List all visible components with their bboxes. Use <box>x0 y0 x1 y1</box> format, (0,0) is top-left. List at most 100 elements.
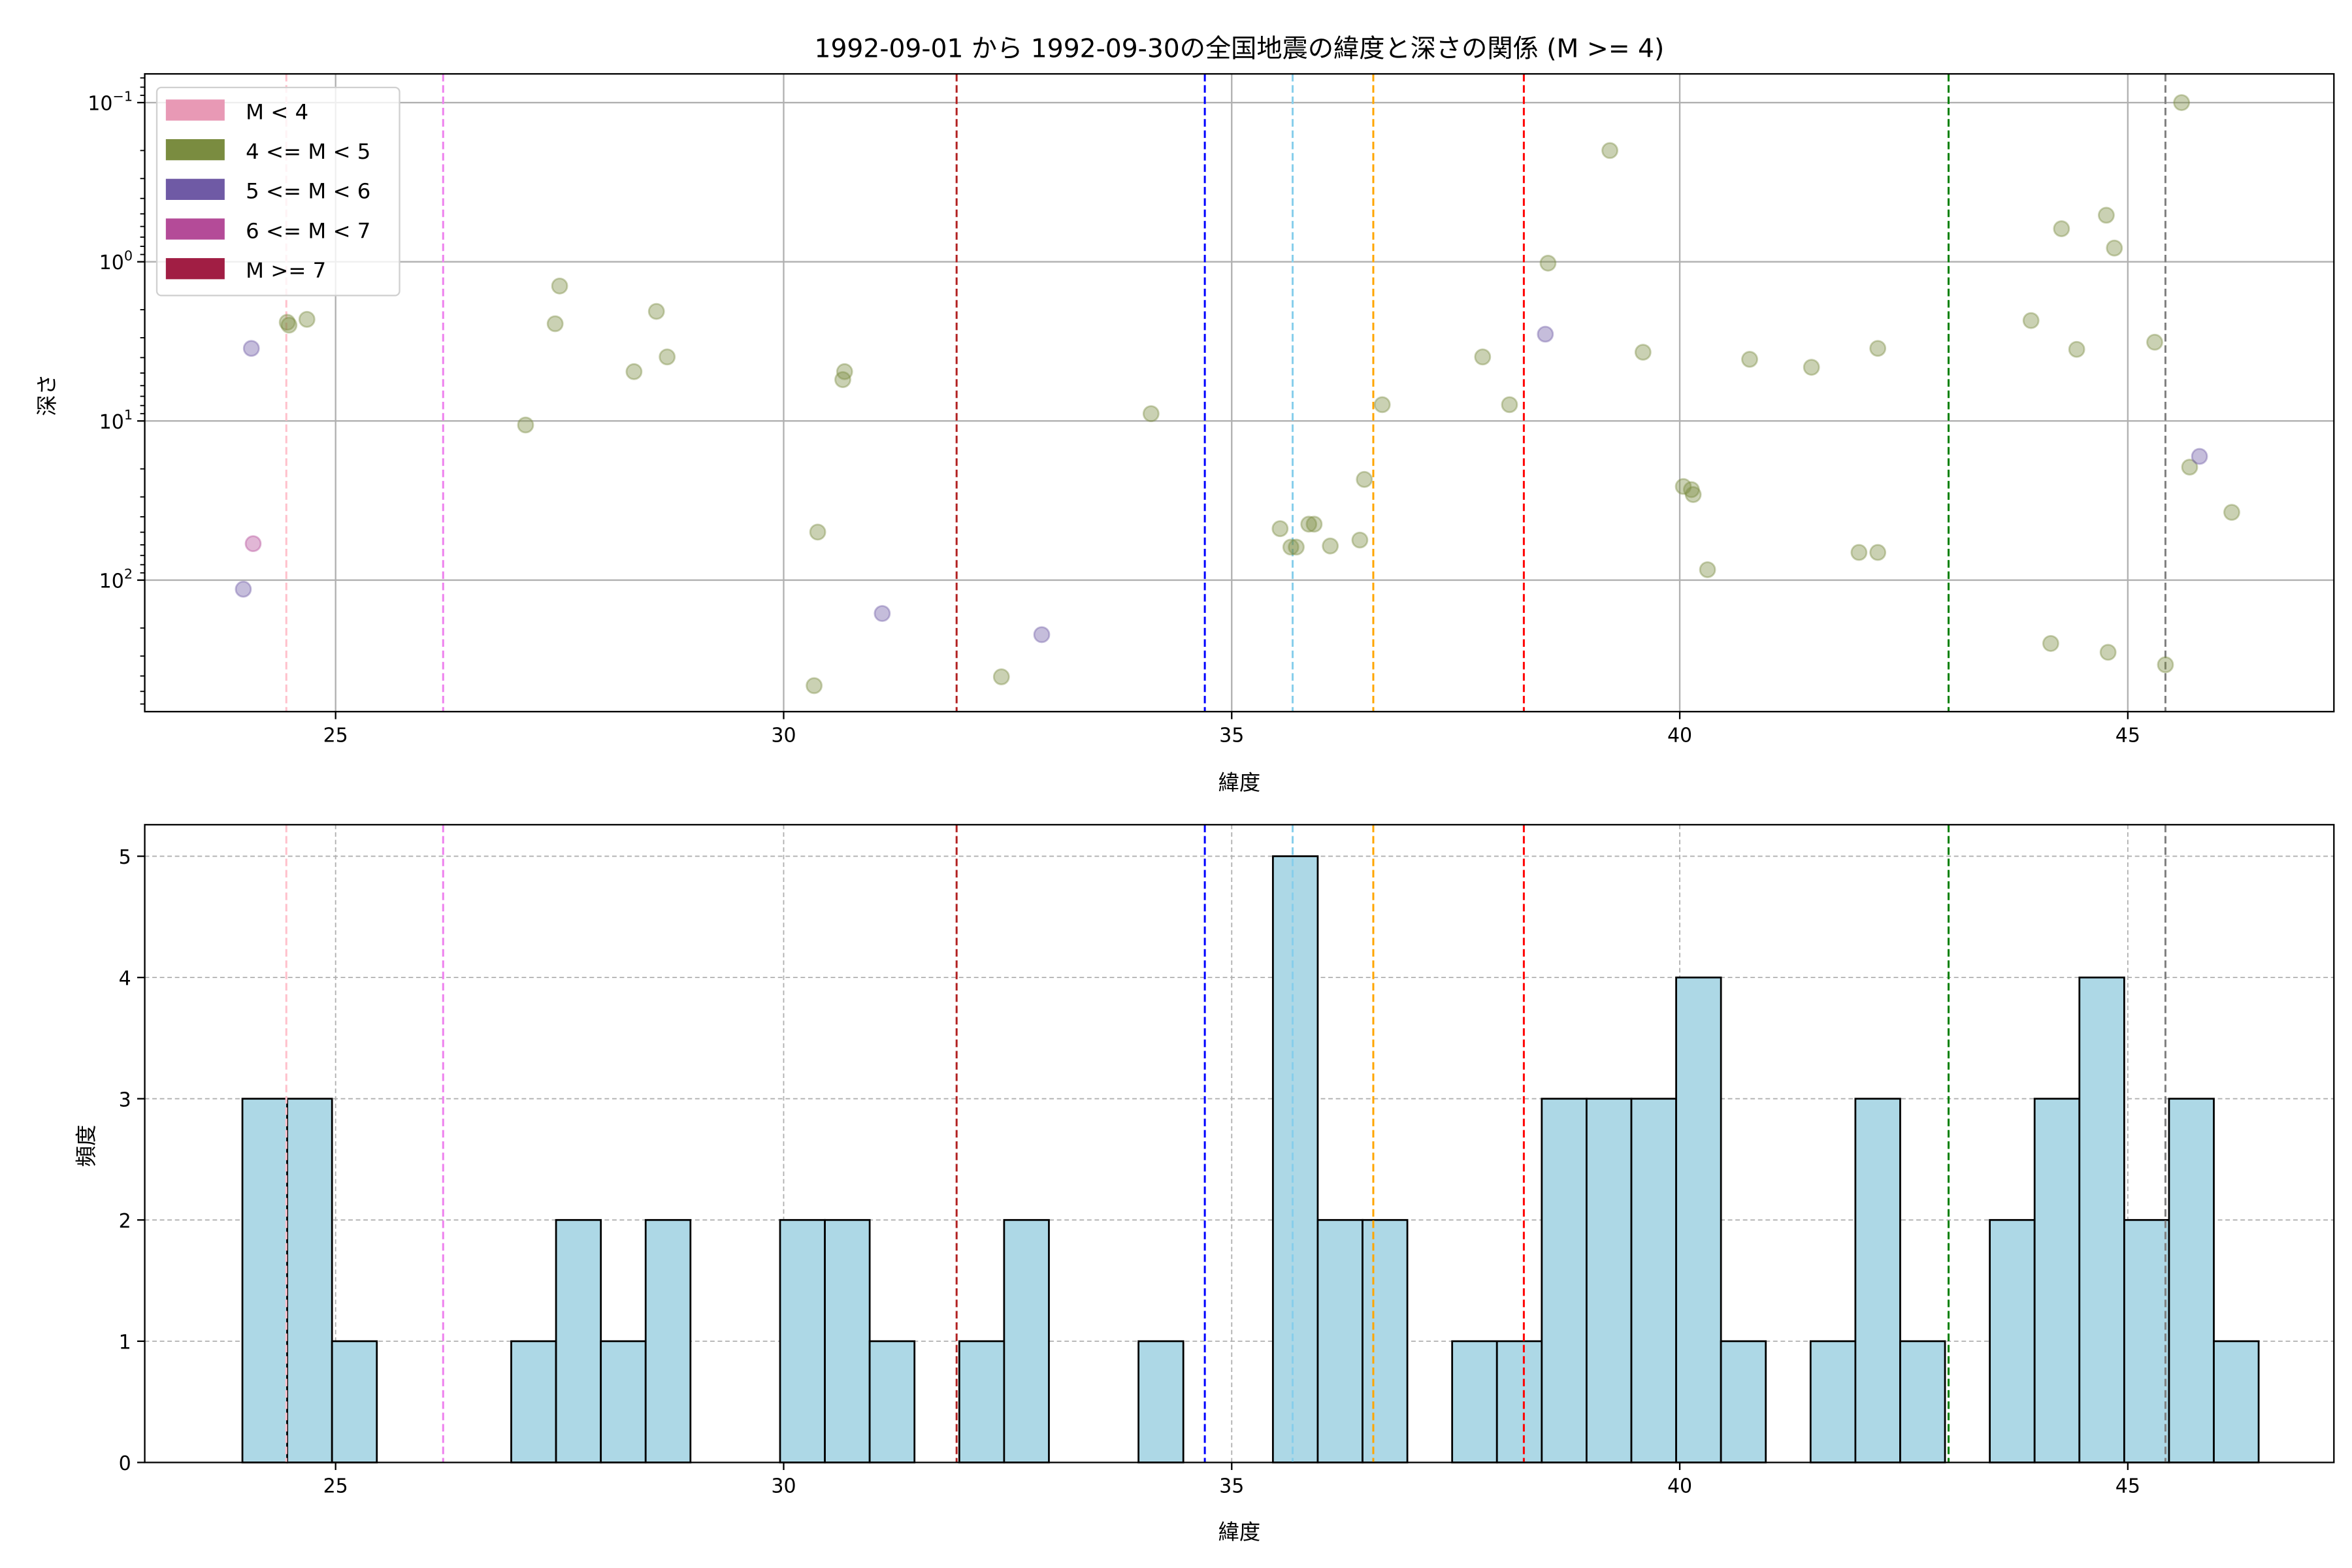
data-point <box>1682 481 1700 498</box>
data-point <box>278 314 296 331</box>
data-point <box>1373 396 1391 414</box>
legend-label: 6 <= M < 7 <box>246 218 370 243</box>
data-point <box>1741 351 1758 368</box>
x-tick-label: 25 <box>323 1475 348 1498</box>
histogram-bar <box>868 1340 916 1463</box>
data-point <box>1305 515 1323 533</box>
data-point <box>1803 359 1820 376</box>
data-point <box>1674 478 1692 495</box>
histogram-bar <box>555 1218 602 1463</box>
legend-label: M >= 7 <box>246 258 326 283</box>
data-point <box>298 310 316 328</box>
legend-swatch <box>165 139 225 161</box>
y-tick-label: 102 <box>99 566 133 593</box>
histogram-bar <box>1675 976 1722 1463</box>
y-tick-label: 2 <box>119 1210 131 1233</box>
y-tick-label: 4 <box>119 968 131 990</box>
data-point <box>1601 142 1618 159</box>
histogram-bar <box>1899 1340 1946 1463</box>
histogram-bar <box>779 1218 826 1463</box>
data-point <box>2181 459 2198 476</box>
histogram-xlabel: 緯度 <box>1218 1520 1261 1544</box>
data-point <box>551 277 568 295</box>
chart-title: 1992-09-01 から 1992-09-30の全国地震の緯度と深さの関係 (… <box>815 35 1665 64</box>
data-point <box>1537 325 1554 343</box>
histogram-bar <box>1809 1340 1857 1463</box>
legend-label: M < 4 <box>246 99 308 124</box>
data-point <box>242 340 260 357</box>
data-point <box>244 535 262 553</box>
data-point <box>2191 448 2208 465</box>
tick-exponent: 0 <box>124 248 133 263</box>
data-point <box>280 316 298 334</box>
data-point <box>1634 344 1652 361</box>
histogram-ylabel: 頻度 <box>74 1125 99 1168</box>
data-point <box>2053 220 2070 238</box>
data-point <box>1322 537 1339 555</box>
tick-exponent: 2 <box>124 566 133 582</box>
data-point <box>809 523 826 541</box>
data-point <box>1474 348 1492 366</box>
legend-swatch <box>165 178 225 200</box>
data-point <box>2157 656 2174 674</box>
x-tick-label: 30 <box>771 724 796 747</box>
plot-area <box>144 74 2334 712</box>
data-point <box>1850 544 1868 561</box>
data-point <box>836 363 853 380</box>
data-point <box>235 580 252 598</box>
histogram-bar <box>2078 976 2125 1463</box>
data-point <box>2022 312 2040 329</box>
data-point <box>1869 544 1887 561</box>
data-point <box>2042 634 2059 652</box>
x-tick-label: 25 <box>323 724 348 747</box>
histogram-bar <box>1720 1340 1767 1463</box>
x-tick-label: 30 <box>771 1475 796 1498</box>
data-point <box>1351 531 1369 549</box>
tick-base: 10 <box>99 252 124 274</box>
legend-swatch <box>165 258 225 280</box>
x-tick-label: 35 <box>1219 724 1244 747</box>
data-point <box>2068 340 2085 358</box>
x-tick-label: 40 <box>1667 724 1692 747</box>
legend: M < 4 4 <= M < 5 5 <= M < 6 6 <= M < 7 M >= … <box>155 86 400 297</box>
histogram-bar <box>510 1340 557 1463</box>
histogram-bar <box>331 1340 378 1463</box>
scatter-ylabel: 深さ <box>35 374 59 416</box>
y-tick-label: 101 <box>99 407 133 434</box>
histogram-bar <box>1316 1218 1364 1463</box>
data-point <box>874 605 891 622</box>
data-point <box>834 371 851 388</box>
y-tick-label: 3 <box>119 1088 131 1111</box>
tick-base: 10 <box>99 570 124 593</box>
histogram-bar <box>1003 1218 1050 1463</box>
x-tick-label: 40 <box>1667 1475 1692 1498</box>
histogram-bar <box>1271 855 1319 1463</box>
y-tick-label: 0 <box>119 1452 131 1475</box>
data-point <box>647 302 665 320</box>
data-point <box>1271 520 1289 538</box>
histogram-bar <box>958 1340 1005 1463</box>
histogram-bar <box>2123 1218 2170 1463</box>
tick-base: 10 <box>88 93 112 116</box>
histogram-bar <box>2033 1098 2081 1463</box>
tick-exponent: −1 <box>112 89 133 105</box>
y-tick-label: 1 <box>119 1331 131 1354</box>
data-point <box>2146 333 2163 351</box>
histogram-bar <box>644 1218 692 1463</box>
data-point <box>1539 254 1557 272</box>
tick-base: 10 <box>99 411 124 434</box>
data-point <box>1282 538 1299 556</box>
histogram-bar <box>1541 1098 1588 1463</box>
histogram-bar <box>1586 1098 1633 1463</box>
histogram-bar <box>1137 1340 1184 1463</box>
histogram-bar <box>1362 1218 1409 1463</box>
data-point <box>2099 644 2117 661</box>
scatter-xlabel: 緯度 <box>1218 770 1261 795</box>
data-point <box>1684 486 1702 503</box>
data-point <box>625 363 643 380</box>
data-point <box>2223 504 2240 521</box>
legend-label: 5 <= M < 6 <box>246 179 370 204</box>
data-point <box>1288 538 1305 556</box>
